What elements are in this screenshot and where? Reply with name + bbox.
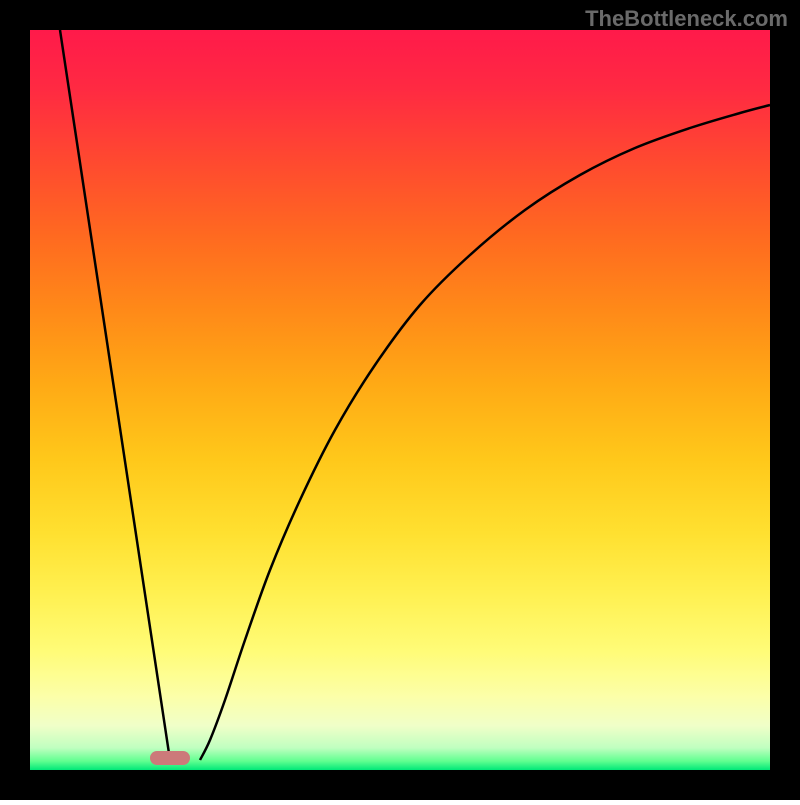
bottleneck-chart: TheBottleneck.com: [0, 0, 800, 800]
plot-area: [30, 30, 770, 770]
optimal-marker: [150, 751, 190, 765]
chart-svg: [0, 0, 800, 800]
watermark-text: TheBottleneck.com: [585, 6, 788, 32]
